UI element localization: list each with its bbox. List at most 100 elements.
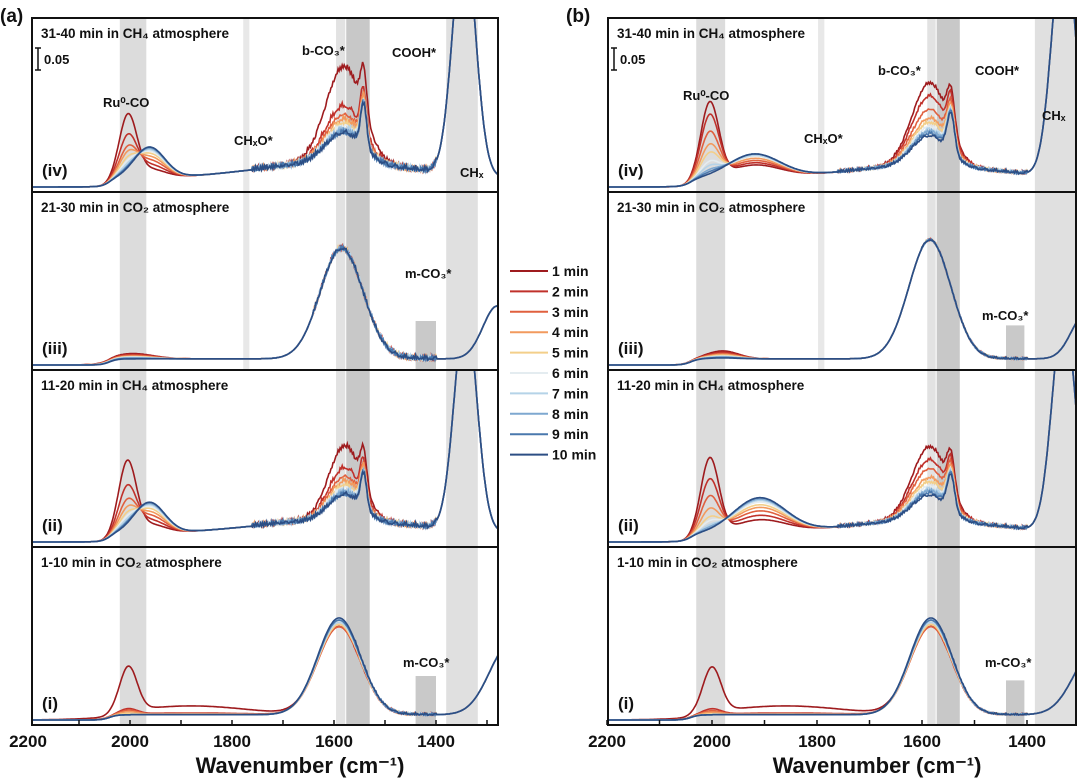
x-tick-label: 2000 bbox=[111, 732, 149, 751]
spectrum-line-10-min bbox=[608, 239, 1076, 366]
legend-label: 4 min bbox=[552, 324, 589, 340]
peak-annotation: Ru⁰-CO bbox=[683, 88, 729, 103]
subpanel-ii: 11-20 min in CH₄ atmosphere (ii) bbox=[31, 369, 499, 548]
subpanel-iii: 21-30 min in CO₂ atmosphere (iii) m-CO₃* bbox=[607, 191, 1077, 371]
shaded-band bbox=[1006, 680, 1025, 725]
spectra bbox=[32, 370, 498, 543]
x-tick-label: 1400 bbox=[417, 732, 455, 751]
spectra bbox=[608, 370, 1076, 543]
shaded-band bbox=[446, 192, 478, 370]
subpanel-title: 21-30 min in CO₂ atmosphere bbox=[41, 200, 230, 215]
peak-annotation: CHₓO* bbox=[804, 131, 844, 146]
subpanel-roman-label: (i) bbox=[618, 694, 634, 713]
subpanel-iv: 31-40 min in CH₄ atmosphere (iv) Ru⁰-CO CHₓ… bbox=[607, 17, 1077, 193]
subpanel-roman-label: (iv) bbox=[618, 161, 644, 180]
shaded-band bbox=[927, 18, 936, 192]
shaded-band bbox=[1034, 547, 1076, 725]
peak-annotation: CHₓO* bbox=[234, 133, 274, 148]
scale-bar-label: 0.05 bbox=[620, 52, 645, 67]
subpanel-frame bbox=[607, 546, 1077, 726]
shaded-band bbox=[446, 370, 478, 547]
subpanel-i: 1-10 min in CO₂ atmosphere (i) m-CO₃* bbox=[31, 546, 499, 726]
shaded-band bbox=[818, 18, 825, 192]
shaded-band bbox=[446, 547, 478, 725]
legend-label: 9 min bbox=[552, 426, 589, 442]
legend-label: 5 min bbox=[552, 345, 589, 361]
subpanel-title: 11-20 min in CH₄ atmosphere bbox=[617, 378, 805, 393]
peak-annotation: CHₓ bbox=[1042, 108, 1066, 123]
x-axis-title: Wavenumber (cm⁻¹) bbox=[773, 753, 982, 778]
x-axis-title: Wavenumber (cm⁻¹) bbox=[196, 753, 405, 778]
subpanel-title: 31-40 min in CH₄ atmosphere bbox=[41, 26, 229, 41]
shaded-band bbox=[415, 676, 436, 725]
peak-annotation: m-CO₃* bbox=[403, 655, 450, 670]
subpanel-ii: 11-20 min in CH₄ atmosphere (ii) bbox=[607, 369, 1077, 548]
shaded-band bbox=[927, 547, 936, 725]
spectrum-line-10-min bbox=[608, 617, 1076, 721]
legend-label: 3 min bbox=[552, 304, 589, 320]
subpanel-roman-label: (ii) bbox=[618, 516, 639, 535]
shaded-band bbox=[336, 547, 346, 725]
shaded-band bbox=[936, 192, 960, 370]
panel-a: (a) 1-10 min in CO₂ atmosphere (i) m-CO₃* 11… bbox=[0, 6, 499, 778]
shaded-band bbox=[696, 547, 726, 725]
shaded-band bbox=[119, 547, 147, 725]
subpanel-frame bbox=[607, 191, 1077, 371]
subpanel-i: 1-10 min in CO₂ atmosphere (i) m-CO₃* bbox=[607, 546, 1077, 726]
spectra bbox=[32, 242, 498, 366]
peak-annotation: m-CO₃* bbox=[985, 655, 1032, 670]
shaded-band bbox=[336, 192, 346, 370]
spectrum-line-10-min bbox=[32, 370, 498, 543]
spectra bbox=[608, 237, 1076, 366]
shaded-band bbox=[346, 192, 370, 370]
x-tick-label: 1400 bbox=[1008, 732, 1046, 751]
subpanel-title: 1-10 min in CO₂ atmosphere bbox=[617, 555, 798, 570]
spectrum-line-10-min bbox=[32, 246, 498, 366]
shaded-band bbox=[696, 192, 726, 370]
subpanel-roman-label: (iii) bbox=[42, 339, 68, 358]
legend-label: 8 min bbox=[552, 406, 589, 422]
peak-annotation: CHₓ bbox=[460, 165, 484, 180]
x-tick-label: 2200 bbox=[588, 732, 626, 751]
peak-annotation: b-CO₃* bbox=[302, 43, 346, 58]
shaded-band bbox=[927, 192, 936, 370]
legend-label: 2 min bbox=[552, 283, 589, 299]
x-axis: 2200 2000 1800 1600 1400 Wavenumber (cm⁻¹) bbox=[9, 720, 488, 778]
scale-bar bbox=[611, 47, 617, 71]
subpanel-frame bbox=[607, 17, 1077, 193]
spectrum-line-10-min bbox=[608, 18, 1076, 188]
panel-label: (b) bbox=[566, 6, 590, 27]
legend-label: 10 min bbox=[552, 447, 596, 463]
shaded-band bbox=[336, 370, 346, 547]
shaded-band bbox=[1006, 325, 1025, 370]
panel-b: (b) 1-10 min in CO₂ atmosphere (i) m-CO₃* 11… bbox=[566, 6, 1077, 778]
peak-annotation: m-CO₃* bbox=[405, 266, 452, 281]
x-tick-label: 1600 bbox=[315, 732, 353, 751]
subpanel-iv: 31-40 min in CH₄ atmosphere (iv) Ru⁰-CO CHₓ… bbox=[31, 17, 499, 193]
shaded-band bbox=[1034, 370, 1076, 547]
subpanel-frame bbox=[607, 369, 1077, 548]
spectrum-line-10-min bbox=[32, 617, 498, 721]
shaded-band bbox=[818, 192, 825, 370]
subpanel-title: 11-20 min in CH₄ atmosphere bbox=[41, 378, 229, 393]
peak-annotation: COOH* bbox=[392, 45, 437, 60]
spectra bbox=[32, 617, 498, 721]
legend-label: 1 min bbox=[552, 263, 589, 279]
spectra bbox=[32, 18, 498, 188]
subpanel-frame bbox=[31, 369, 499, 548]
spectrum-line-10-min bbox=[608, 370, 1076, 543]
legend-label: 6 min bbox=[552, 365, 589, 381]
subpanel-title: 31-40 min in CH₄ atmosphere bbox=[617, 26, 805, 41]
subpanel-roman-label: (i) bbox=[42, 694, 58, 713]
shaded-band bbox=[1034, 18, 1076, 192]
shaded-band bbox=[346, 547, 370, 725]
x-tick-label: 1800 bbox=[213, 732, 251, 751]
peak-annotation: m-CO₃* bbox=[982, 308, 1029, 323]
x-tick-label: 2200 bbox=[9, 732, 47, 751]
shaded-band bbox=[936, 547, 960, 725]
subpanel-title: 1-10 min in CO₂ atmosphere bbox=[41, 555, 222, 570]
shaded-band bbox=[119, 192, 147, 370]
x-tick-label: 2000 bbox=[693, 732, 731, 751]
shaded-band bbox=[119, 370, 147, 547]
